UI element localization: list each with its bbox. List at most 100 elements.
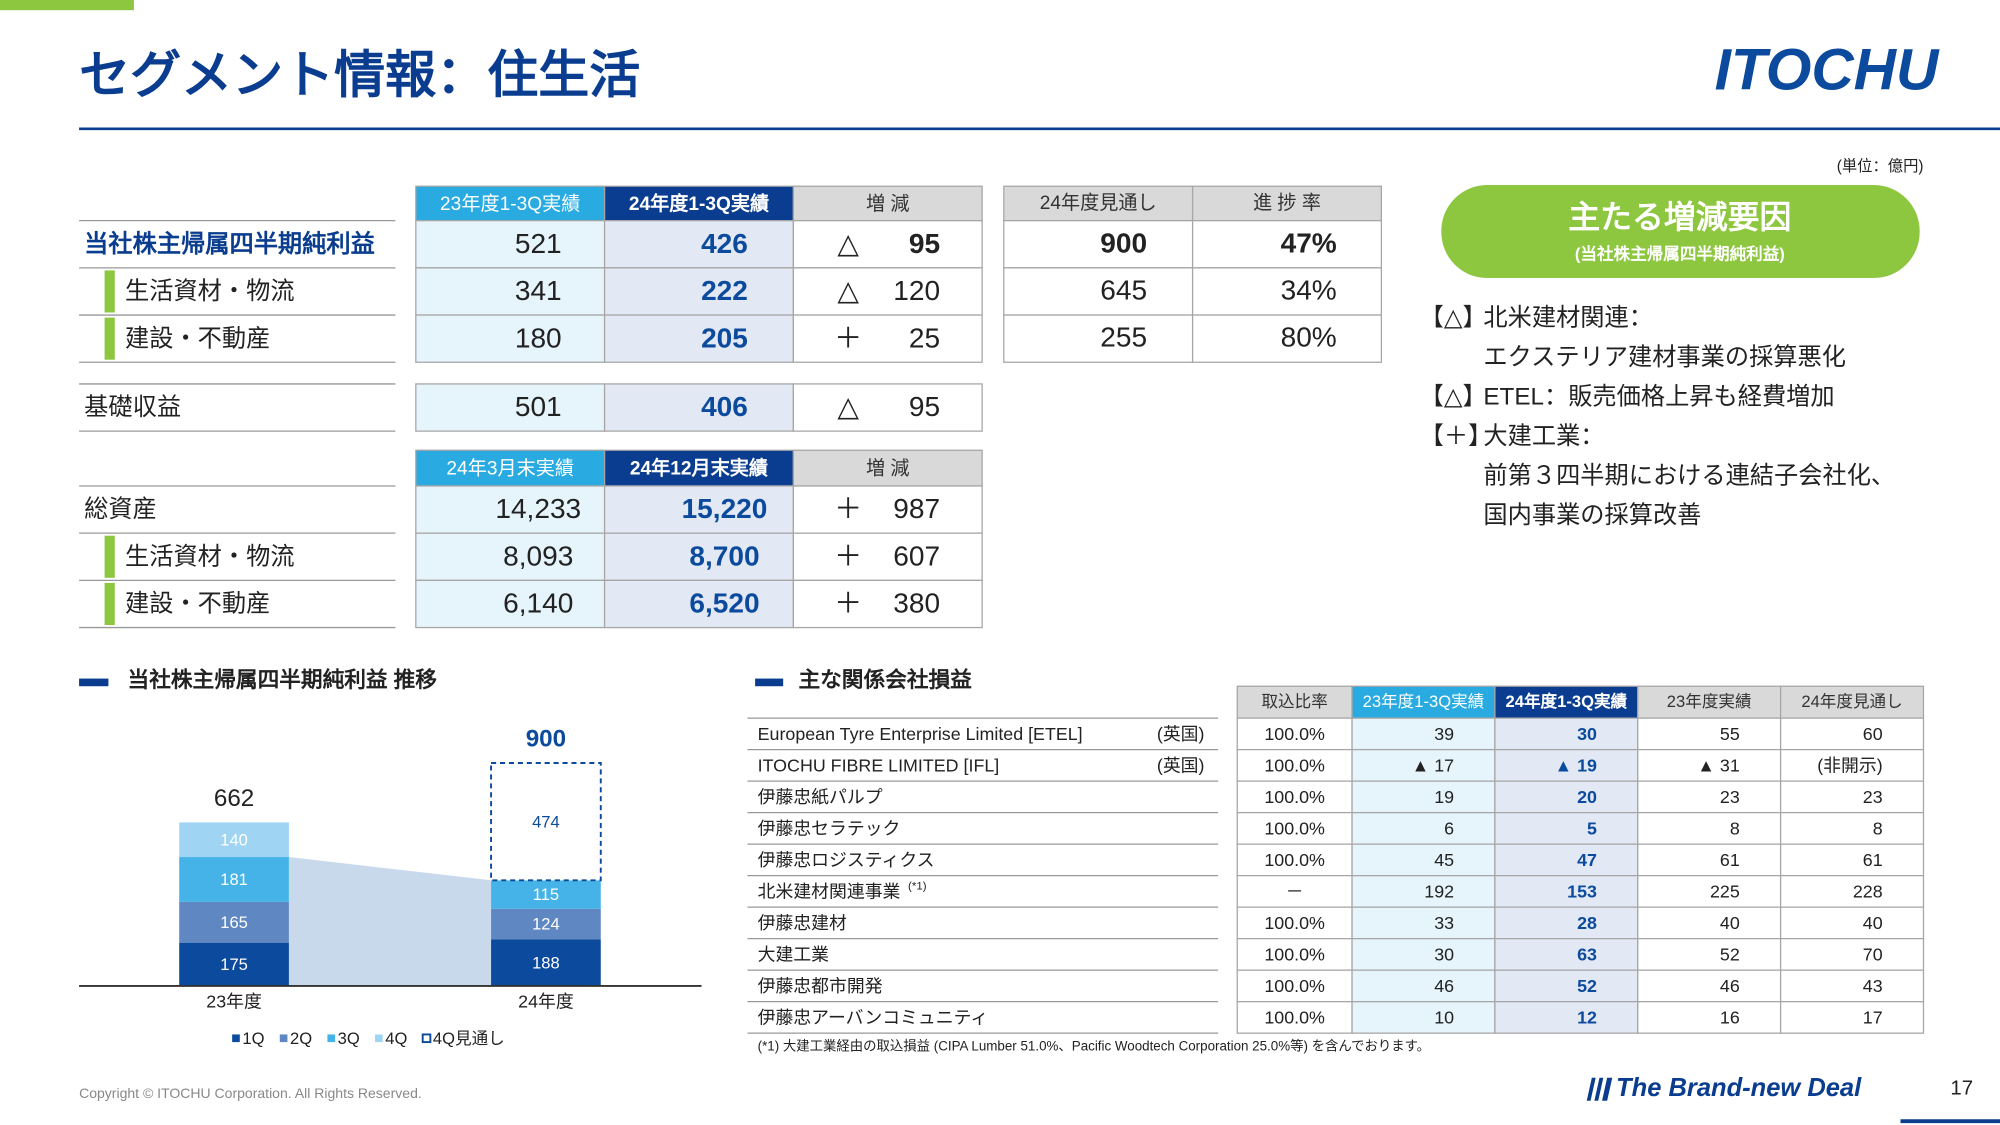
company-name: 北米建材関連事業 — [758, 881, 901, 901]
cell-value: 30 — [1577, 724, 1597, 744]
page-number: 17 — [1950, 1078, 1973, 1100]
row-accent — [104, 535, 115, 578]
table-cell — [1637, 780, 1782, 814]
table-cell — [792, 220, 983, 269]
table-cell — [415, 314, 606, 363]
x-tick-label: 23年度 — [206, 991, 262, 1011]
forecast-value: 900 — [1100, 227, 1147, 258]
company-name: ITOCHU FIBRE LIMITED [IFL] — [758, 755, 1000, 775]
table-cell — [1637, 717, 1782, 751]
table-cell — [603, 220, 795, 269]
table-cell — [1351, 843, 1496, 877]
table-cell — [1351, 969, 1496, 1003]
bar-label: 140 — [220, 830, 248, 849]
table-cell — [1191, 220, 1383, 269]
legend-label: 4Q — [385, 1029, 407, 1048]
row-label: 基礎収益 — [84, 394, 181, 421]
cell-value: 28 — [1577, 913, 1597, 933]
cell-value: 406 — [701, 391, 748, 422]
table-cell — [1236, 1001, 1353, 1034]
change-value: 607 — [893, 540, 940, 571]
change-value: 380 — [893, 588, 940, 619]
table-cell — [1351, 938, 1496, 971]
cell-value: 70 — [1863, 944, 1883, 964]
column-header: 24年度1-3Q実績 — [1506, 691, 1628, 711]
table-cell — [1191, 267, 1383, 316]
cell-value: 341 — [515, 275, 562, 306]
cell-value: 10 — [1434, 1007, 1454, 1027]
company-name: 大建工業 — [758, 944, 830, 964]
bar-label: 175 — [220, 955, 248, 974]
row-label: 総資産 — [84, 496, 157, 523]
legend-swatch — [279, 1034, 288, 1043]
x-tick-label: 24年度 — [518, 991, 574, 1011]
header-cell — [1236, 685, 1353, 719]
cell-value: 192 — [1424, 881, 1454, 901]
cell-value: (非開示) — [1817, 755, 1882, 775]
cell-value: 52 — [1720, 944, 1740, 964]
factors-badge — [1441, 184, 1920, 279]
legend-label: 1Q — [242, 1029, 264, 1048]
cell-value: 52 — [1577, 976, 1597, 996]
bar-segment — [179, 901, 289, 943]
table-cell — [1637, 1001, 1782, 1034]
table-cell — [1236, 843, 1353, 877]
table-cell — [603, 267, 795, 316]
cell-value: 12 — [1577, 1007, 1597, 1027]
cell-value: 23 — [1720, 787, 1740, 807]
bar-label: 124 — [532, 915, 560, 934]
cell-value: 6,140 — [503, 588, 573, 619]
cell-value: 521 — [515, 228, 562, 259]
legend-label: 3Q — [338, 1029, 360, 1048]
total-label: 900 — [526, 725, 566, 752]
cell-value: 222 — [701, 275, 748, 306]
total-label: 662 — [214, 785, 254, 812]
column-header: 増 減 — [866, 457, 910, 479]
column-header: 24年度見通し — [1801, 692, 1902, 711]
corner-accent — [0, 0, 134, 11]
factor-text: ETEL：販売価格上昇も経費増加 — [1483, 383, 1834, 410]
company-name: 伊藤忠ロジスティクス — [758, 850, 935, 870]
cell-value: 426 — [701, 228, 748, 259]
bar-segment — [491, 908, 601, 940]
unit-note: (単位：億円) — [1837, 158, 1924, 175]
company-name: European Tyre Enterprise Limited [ETEL] — [758, 724, 1083, 744]
row-label: 生活資材・物流 — [125, 278, 295, 305]
footnote: (*1) 大建工業経由の取込損益 (CIPA Lumber 51.0%、Paci… — [758, 1038, 1430, 1054]
table-cell — [1494, 969, 1639, 1003]
column-header: 取込比率 — [1261, 692, 1327, 711]
cell-value: 46 — [1434, 976, 1454, 996]
table-cell — [1494, 811, 1639, 845]
row-label: 建設・不動産 — [125, 591, 270, 618]
factor-text: 大建工業： — [1483, 423, 1604, 450]
cell-value: 100.0% — [1264, 976, 1325, 996]
table-cell — [1494, 748, 1639, 782]
bar-segment — [491, 939, 601, 986]
table-cell — [415, 579, 606, 629]
table-cell — [792, 383, 983, 432]
legend-swatch — [375, 1034, 383, 1043]
cell-value: 20 — [1577, 787, 1597, 807]
cell-value: 45 — [1434, 850, 1454, 870]
table-cell — [1779, 780, 1925, 814]
change-value: 120 — [893, 275, 940, 306]
table-cell — [1351, 717, 1496, 751]
table-cell — [1351, 1001, 1496, 1034]
table-cell — [1003, 267, 1194, 316]
legend-swatch — [421, 1033, 432, 1044]
slogan-stripes — [1586, 1077, 1613, 1101]
factors-subtitle: (当社株主帰属四半期純利益) — [1575, 243, 1785, 263]
cell-value: 47 — [1577, 850, 1597, 870]
change-value: 95 — [909, 391, 940, 422]
factor-text: エクステリア建材事業の採算悪化 — [1483, 344, 1846, 371]
change-value: 987 — [893, 493, 940, 524]
legend-label: 2Q — [290, 1029, 312, 1048]
table-cell — [603, 314, 795, 363]
cell-value: 46 — [1720, 976, 1740, 996]
table-cell — [1494, 906, 1639, 940]
cell-value: 501 — [515, 391, 562, 422]
bar-segment — [179, 822, 289, 858]
header-cell — [603, 185, 795, 222]
table-cell — [1191, 314, 1383, 363]
